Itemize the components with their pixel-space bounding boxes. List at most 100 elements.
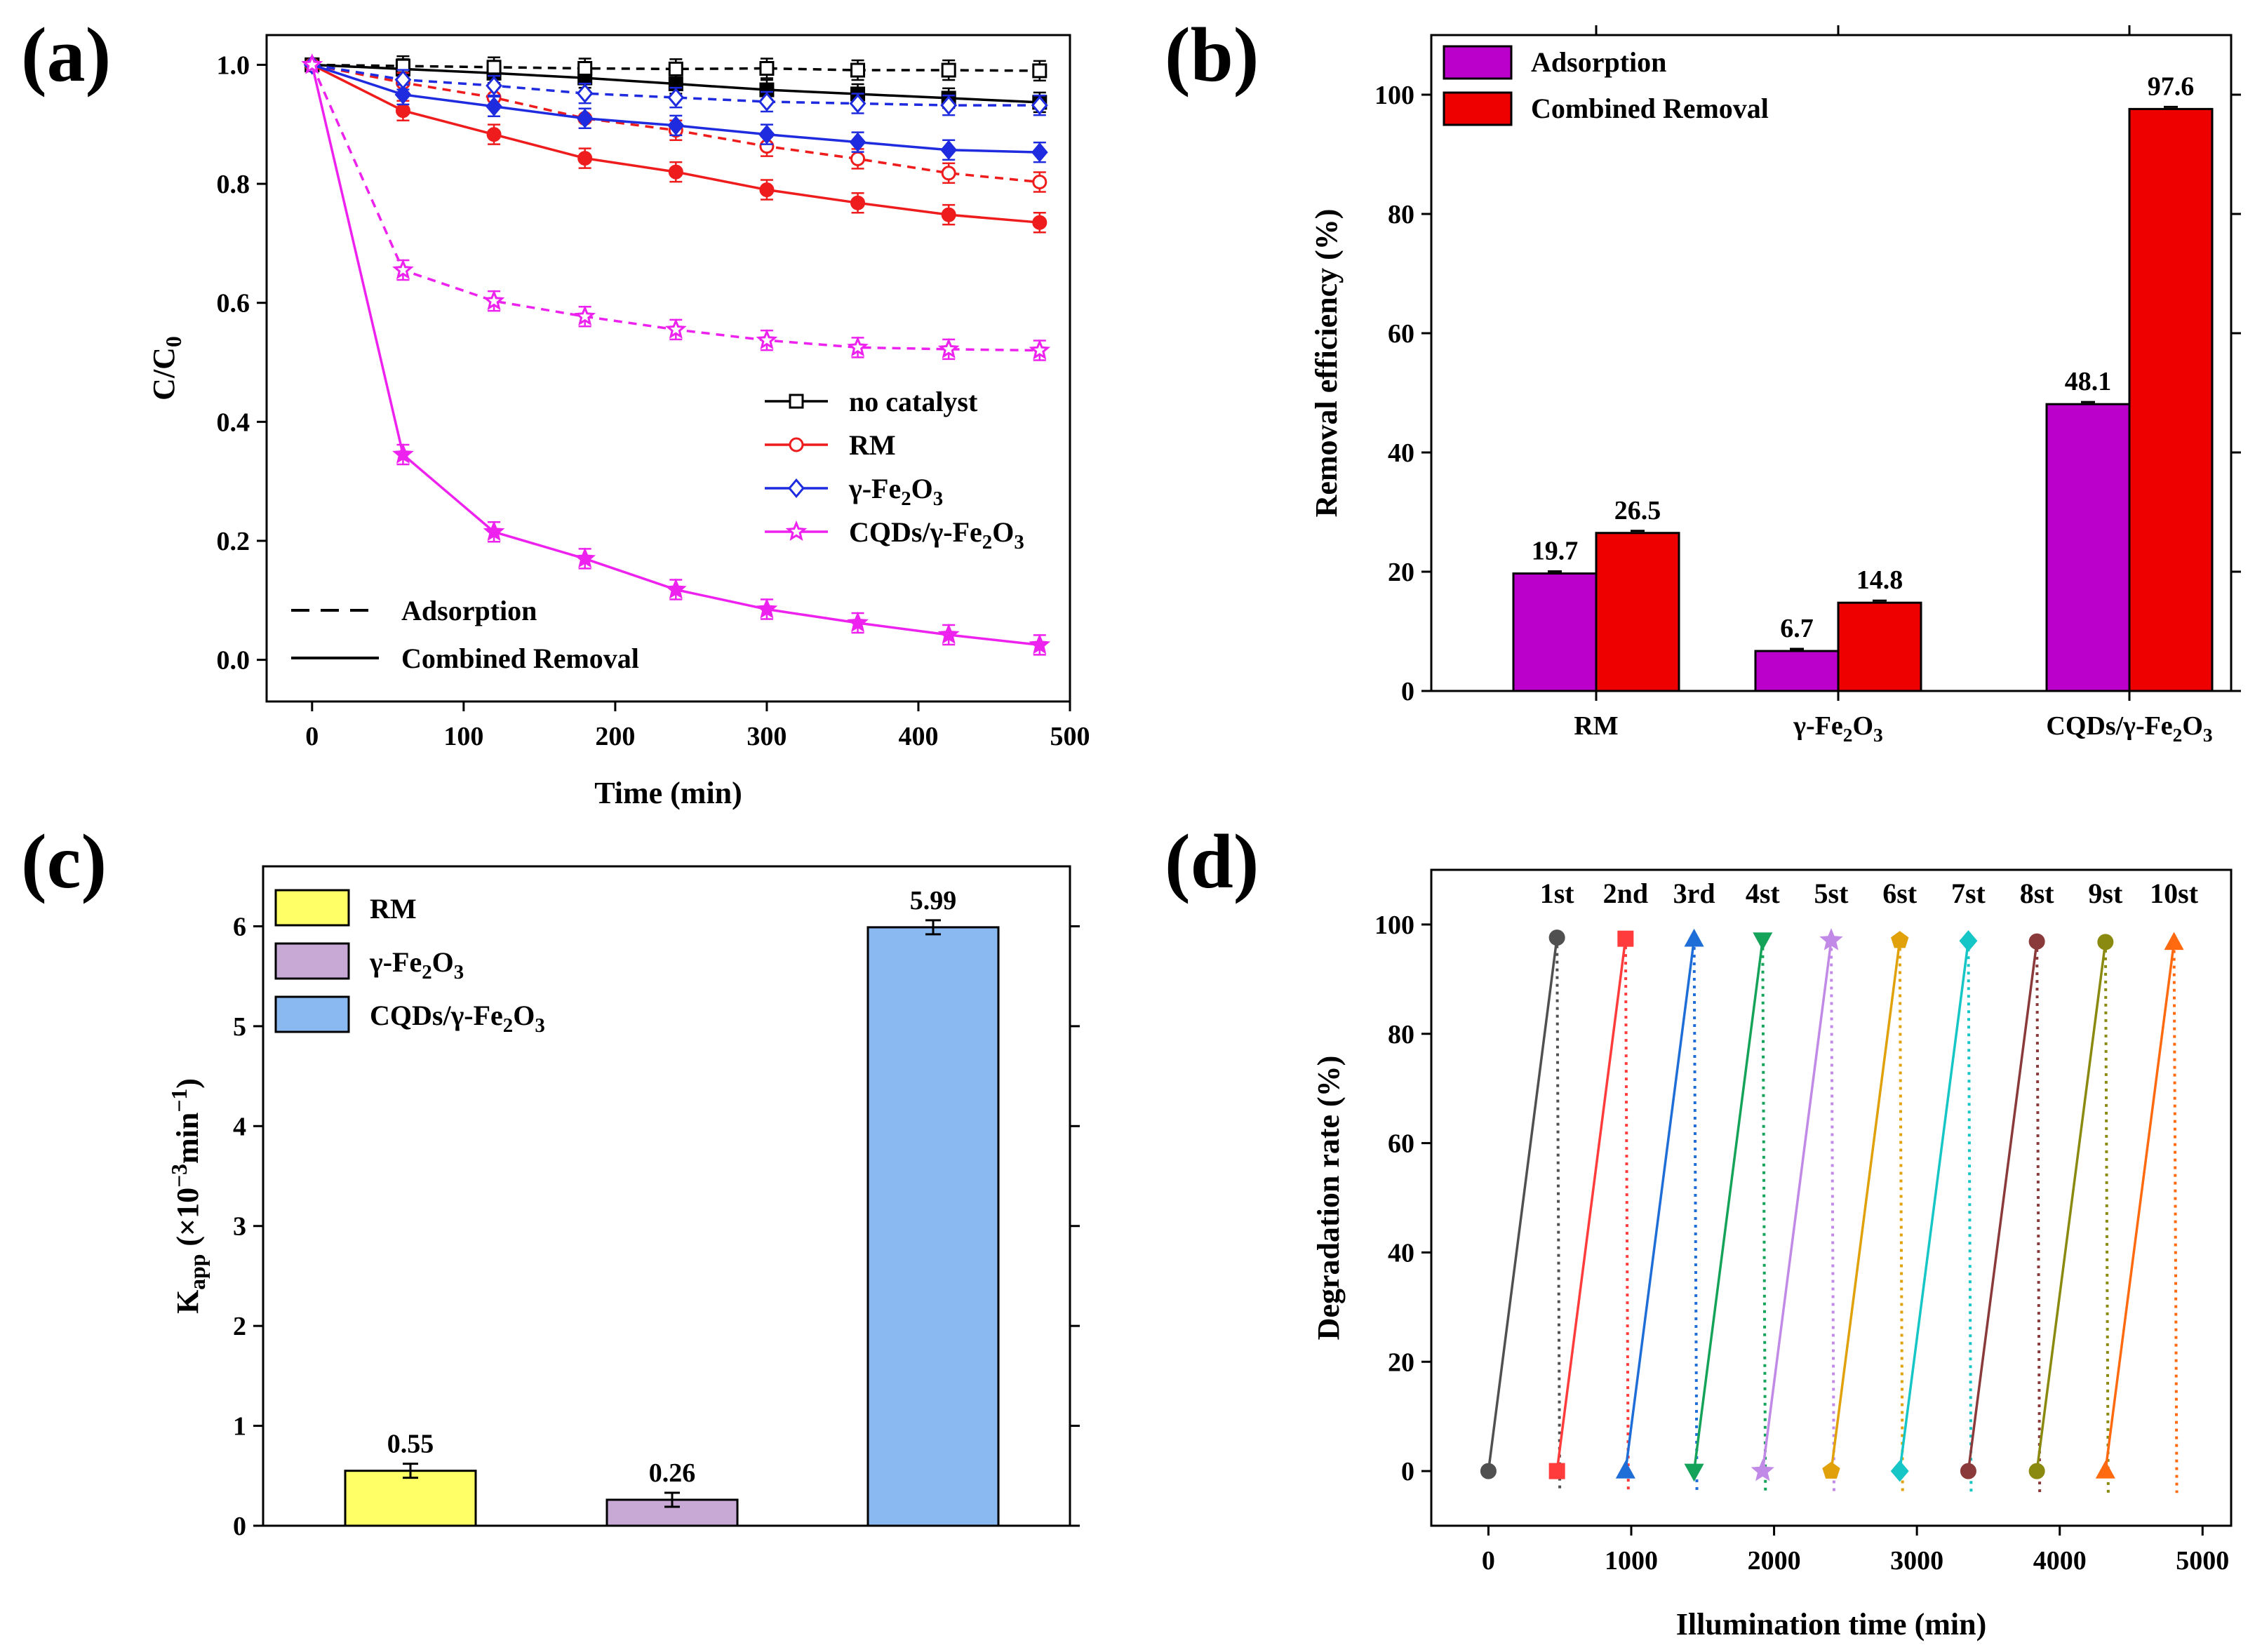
- a-point: [664, 578, 687, 599]
- c-legend-label: CQDs/γ-Fe2O3: [370, 1000, 545, 1037]
- a-xtick-label: 100: [443, 722, 483, 751]
- a-point: [758, 91, 775, 112]
- a-ytick-label: 1.0: [217, 51, 250, 80]
- d-cycle-line: [1555, 938, 1627, 1472]
- d-cycle-start-marker: [1751, 1458, 1774, 1482]
- d-cycle-line: [1761, 940, 1833, 1472]
- d-cycle-line: [1898, 941, 1970, 1472]
- a-ytick-label: 0.8: [217, 170, 250, 199]
- d-cycle-label: 4st: [1746, 878, 1781, 909]
- a-xtick-label: 200: [595, 722, 635, 751]
- d-ylabel: Degradation rate (%): [1311, 1056, 1346, 1341]
- a-point: [847, 611, 869, 633]
- b-category-label: γ-Fe2O3: [1793, 711, 1882, 746]
- a-ylabel: C/C0: [147, 336, 186, 401]
- c-ytick-label: 4: [233, 1112, 246, 1141]
- a-point: [941, 166, 956, 181]
- b-legend-label: Combined Removal: [1531, 93, 1769, 124]
- panel-label-b: (b): [1165, 12, 1259, 98]
- a-legend-marker: [789, 394, 804, 409]
- a-xtick-label: 400: [898, 722, 938, 751]
- chart-c: 0 1 2 3 4 5 6 Kapp (×10−3min−1) 0.55 0.26 5.99 RM γ-…: [167, 865, 1080, 1541]
- b-ytick-label: 100: [1374, 81, 1414, 110]
- d-cycle-end-marker: [1684, 928, 1704, 947]
- d-frame: [1430, 868, 2233, 1527]
- a-series-line: [312, 63, 1040, 72]
- a-point: [392, 258, 414, 280]
- d-cycle-label: 10st: [2150, 878, 2199, 909]
- a-point: [301, 53, 323, 74]
- c-bar: [344, 1470, 477, 1527]
- c-ytick-label: 5: [233, 1012, 246, 1042]
- c-value-label: 0.55: [387, 1430, 434, 1459]
- d-ytick-label: 100: [1374, 911, 1414, 940]
- a-point: [850, 62, 866, 78]
- b-ytick-label: 20: [1388, 558, 1414, 587]
- d-cycle-line: [1692, 939, 1765, 1472]
- a-point: [486, 60, 502, 75]
- a-point: [668, 61, 683, 76]
- b-bar: [2128, 107, 2214, 692]
- a-point: [394, 84, 412, 105]
- d-cycle-label: 5st: [1814, 878, 1849, 909]
- b-bar: [2045, 403, 2131, 692]
- d-cycle-end-marker: [2164, 932, 2184, 951]
- b-legend-swatch: [1443, 45, 1513, 80]
- d-cycle-label: 8st: [2020, 878, 2055, 909]
- a-point: [1032, 175, 1048, 190]
- a-point: [577, 61, 593, 76]
- a-point: [1029, 633, 1051, 654]
- d-cycle-end-marker: [2028, 933, 2045, 950]
- d-cycle-start-marker: [1480, 1463, 1497, 1479]
- d-cycle-line: [1830, 940, 1901, 1472]
- a-point: [392, 443, 414, 464]
- a-point: [758, 124, 775, 145]
- b-bar: [1837, 601, 1922, 692]
- d-cycle-end-marker: [1617, 930, 1634, 947]
- d-cycle-start-marker: [2028, 1463, 2045, 1479]
- a-frame: [265, 34, 1071, 703]
- a-point: [756, 329, 778, 350]
- d-cycle-start-marker: [1822, 1461, 1840, 1479]
- b-value-label: 48.1: [2065, 367, 2112, 396]
- d-ytick-label: 80: [1388, 1020, 1414, 1049]
- b-category-label: CQDs/γ-Fe2O3: [2046, 711, 2212, 746]
- c-legend-label: γ-Fe2O3: [369, 946, 464, 983]
- a-point: [937, 337, 960, 358]
- d-cycle-start-marker: [1548, 1463, 1565, 1479]
- a-point: [668, 164, 683, 180]
- d-cycle-label: 3rd: [1673, 878, 1715, 909]
- b-bar: [1754, 650, 1840, 692]
- b-bar: [1595, 532, 1680, 692]
- a-style-legend-label: Combined Removal: [401, 643, 639, 674]
- a-point: [394, 69, 412, 90]
- a-legend-label: no catalyst: [849, 386, 978, 417]
- a-point: [486, 96, 502, 116]
- d-xtick-label: 2000: [1748, 1546, 1801, 1576]
- a-xtick-label: 0: [305, 722, 319, 751]
- b-ytick-label: 40: [1388, 438, 1414, 468]
- d-cycle-label: 1st: [1540, 878, 1575, 909]
- b-value-label: 97.6: [2148, 72, 2195, 101]
- b-bar: [1512, 572, 1598, 692]
- c-ytick-label: 6: [233, 912, 246, 941]
- a-point: [759, 61, 775, 76]
- d-cycle-line: [1624, 939, 1696, 1472]
- d-cycle-line: [2035, 941, 2107, 1472]
- d-xtick-label: 1000: [1605, 1546, 1658, 1576]
- d-ytick-label: 40: [1388, 1238, 1414, 1268]
- a-point: [664, 318, 687, 339]
- a-point: [941, 207, 956, 222]
- a-style-legend-label: Adsorption: [401, 595, 537, 626]
- a-point: [577, 151, 593, 166]
- a-point: [850, 151, 866, 166]
- chart-a: 0.0 0.2 0.4 0.6 0.8 1.0 0 100 200 300 400 500 Time (…: [147, 34, 1090, 810]
- a-legend-label: CQDs/γ-Fe2O3: [849, 516, 1024, 553]
- a-legend-marker: [785, 520, 808, 542]
- a-ytick-label: 0.0: [217, 646, 250, 676]
- panel-label-c: (c): [21, 819, 107, 904]
- a-series-line: [312, 63, 1040, 107]
- d-cycle-end-marker: [1548, 929, 1565, 946]
